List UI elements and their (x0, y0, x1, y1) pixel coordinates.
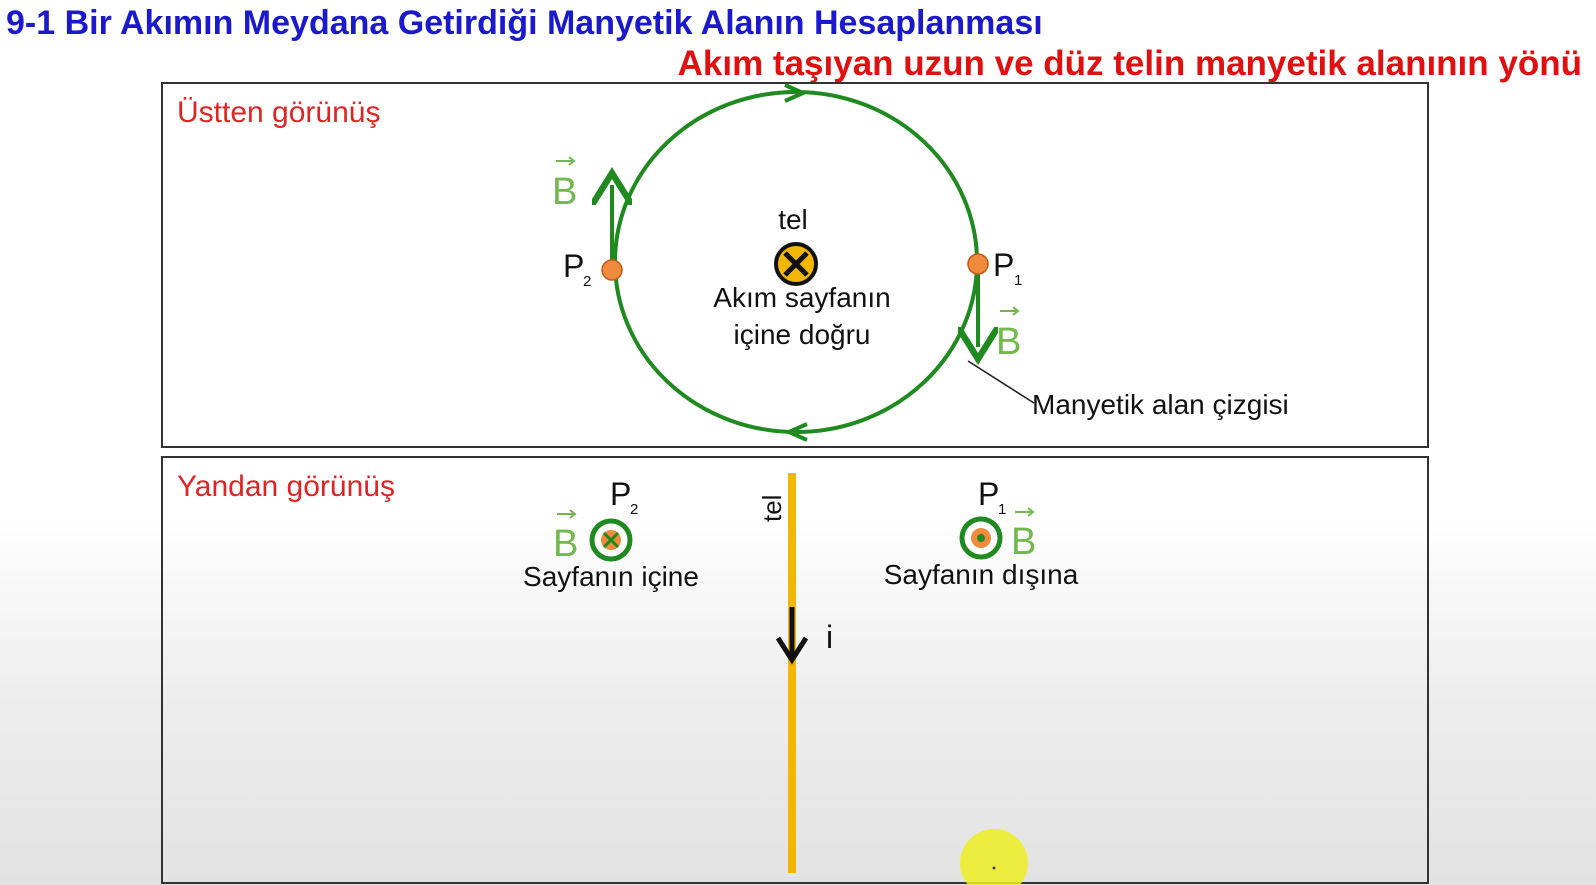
side-view-panel (161, 456, 1429, 884)
left-caption: Sayfanın içine (523, 561, 699, 592)
field-vector-p2-label: B (552, 171, 577, 213)
point-p2-label: P (563, 248, 584, 284)
current-into-page-icon (774, 242, 818, 286)
current-text-line1: Akım sayfanın (713, 282, 890, 313)
field-line-leader (967, 360, 1035, 404)
field-line-label: Manyetik alan çizgisi (1032, 389, 1289, 420)
current-symbol: i (826, 619, 833, 655)
field-out-of-page-icon (959, 516, 1003, 560)
page-subtitle: Akım taşıyan uzun ve düz telin manyetik … (677, 44, 1582, 83)
point-p2-subscript: 2 (583, 273, 591, 290)
top-view-label: Üstten görünüş (177, 96, 380, 129)
side-p1-label: P (978, 476, 999, 512)
cursor-dot (992, 866, 996, 870)
top-wire-label: tel (778, 204, 808, 235)
vector-arrow-icon (557, 509, 577, 519)
point-p2-dot (601, 259, 623, 281)
field-into-page-icon (589, 518, 633, 562)
vector-arrow-icon (1000, 306, 1020, 316)
side-p2-vector-label: B (553, 523, 578, 565)
point-p1-label: P (993, 247, 1014, 283)
side-p1-subscript: 1 (998, 501, 1006, 518)
side-p2-subscript: 2 (630, 501, 638, 518)
point-p1-subscript: 1 (1014, 272, 1022, 289)
side-p1-vector-label: B (1011, 521, 1036, 563)
side-wire-label: tel (757, 495, 787, 522)
right-caption: Sayfanın dışına (884, 559, 1079, 590)
point-p1-dot (967, 253, 989, 275)
field-direction-arrow-top (784, 83, 808, 103)
side-view-label: Yandan görünüş (177, 470, 395, 503)
page-title: 9-1 Bir Akımın Meydana Getirdiği Manyeti… (6, 4, 1043, 42)
field-direction-arrow-bottom (784, 422, 808, 442)
side-p2-label: P (610, 476, 631, 512)
current-text-line2: içine doğru (734, 319, 871, 350)
cursor-highlight (960, 829, 1028, 885)
vector-arrow-icon (556, 156, 576, 166)
current-arrowhead (775, 636, 809, 665)
vector-arrow-icon (1015, 507, 1035, 517)
field-vector-p1-label: B (996, 321, 1021, 363)
